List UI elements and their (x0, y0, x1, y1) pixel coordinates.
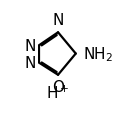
Text: N: N (25, 39, 36, 54)
Text: N: N (52, 13, 64, 28)
Text: N: N (25, 55, 36, 70)
Text: NH$_2$: NH$_2$ (83, 45, 113, 63)
Text: O: O (52, 80, 64, 94)
Text: H$^+$: H$^+$ (46, 84, 70, 101)
